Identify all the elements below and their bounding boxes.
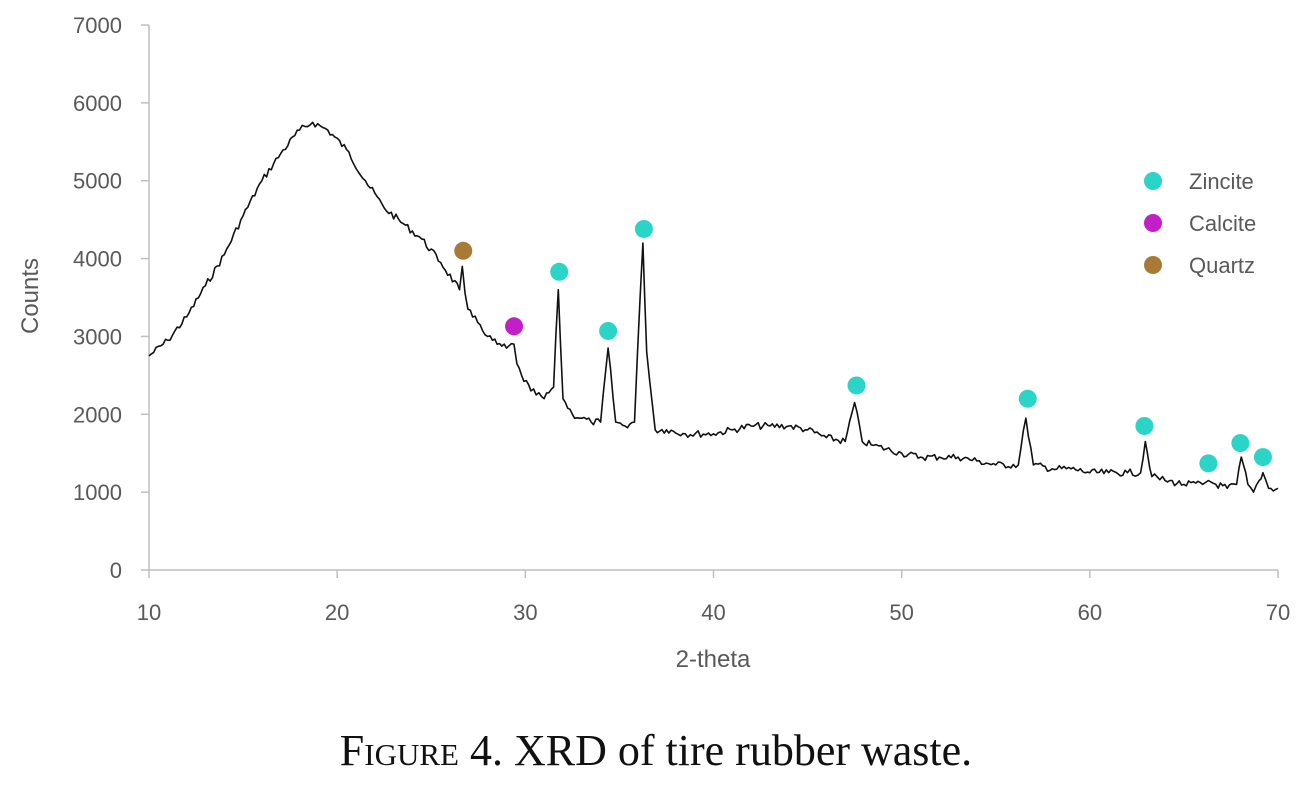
phase-markers: [454, 219, 1272, 473]
y-axis-title: Counts: [17, 258, 44, 334]
figure-label: Figure: [339, 726, 459, 775]
marker-zincite: [1231, 434, 1250, 453]
legend-swatch-quartz: [1144, 256, 1162, 274]
legend-label-zincite: Zincite: [1189, 169, 1254, 194]
y-tick-label: 7000: [73, 13, 122, 38]
x-tick-label: 40: [701, 600, 725, 625]
y-tick-label: 5000: [73, 169, 122, 194]
y-tick-label: 4000: [73, 247, 122, 272]
marker-zincite: [1135, 416, 1154, 435]
y-tick-label: 1000: [73, 480, 122, 505]
marker-calcite: [505, 317, 524, 336]
x-tick-label: 50: [889, 600, 913, 625]
figure-number: 4.: [469, 726, 503, 775]
marker-zincite: [847, 376, 866, 395]
figure-caption: Figure 4. XRD of tire rubber waste.: [0, 725, 1312, 776]
y-tick-label: 2000: [73, 402, 122, 427]
legend-label-quartz: Quartz: [1189, 253, 1255, 278]
y-tick-label: 6000: [73, 91, 122, 116]
marker-zincite: [634, 219, 653, 238]
x-axis-ticks: 10 20 30 40 50 60 70: [137, 570, 1290, 625]
marker-zincite: [1253, 448, 1272, 467]
x-tick-label: 30: [513, 600, 537, 625]
x-tick-label: 70: [1266, 600, 1290, 625]
legend-swatch-calcite: [1144, 214, 1162, 232]
marker-zincite: [1018, 389, 1037, 408]
xrd-chart: 0 1000 2000 3000 4000 5000 6000 7000 10 20 30 40 50…: [17, 13, 1290, 673]
marker-zincite: [1199, 454, 1218, 473]
y-tick-label: 0: [110, 558, 122, 583]
axes: [148, 25, 1278, 571]
x-tick-label: 20: [325, 600, 349, 625]
x-tick-label: 10: [137, 600, 161, 625]
marker-zincite: [599, 321, 618, 340]
legend: Zincite Calcite Quartz: [1144, 169, 1256, 278]
caption-text: XRD of tire rubber waste.: [513, 726, 973, 775]
legend-swatch-zincite: [1144, 172, 1162, 190]
xrd-pattern-line: [148, 121, 1279, 493]
marker-zincite: [550, 262, 569, 281]
legend-label-calcite: Calcite: [1189, 211, 1256, 236]
x-tick-label: 60: [1078, 600, 1102, 625]
y-tick-label: 3000: [73, 324, 122, 349]
marker-quartz: [454, 241, 473, 260]
y-axis-ticks: 0 1000 2000 3000 4000 5000 6000 7000: [73, 13, 149, 583]
x-axis-title: 2-theta: [676, 646, 751, 673]
